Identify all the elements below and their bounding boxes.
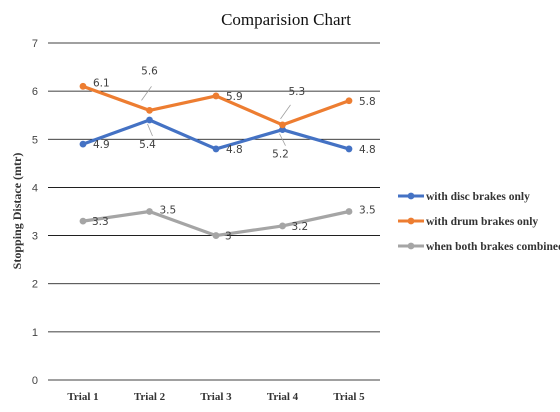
- data-label: 4.8: [359, 144, 376, 156]
- legend-label: with drum brakes only: [426, 216, 538, 228]
- x-tick-label: Trial 1: [67, 391, 98, 403]
- legend-label: when both brakes combined: [426, 241, 560, 253]
- data-label: 4.8: [226, 144, 243, 156]
- data-label: 3: [225, 231, 232, 243]
- y-axis-label: Stopping Distace (mtr): [10, 153, 24, 270]
- label-leader-line: [279, 133, 286, 146]
- series-layer: [79, 82, 353, 239]
- y-tick-label: 0: [32, 375, 38, 387]
- legend-marker: [407, 217, 415, 225]
- y-tick-labels: 0 1 2 3 4 5 6 7: [32, 38, 38, 387]
- data-label: 5.6: [141, 65, 158, 77]
- y-tick-label: 6: [32, 86, 38, 98]
- data-point: [279, 121, 286, 129]
- y-tick-label: 7: [32, 38, 38, 50]
- data-label: 3.5: [359, 205, 376, 217]
- data-label: 5.9: [226, 91, 243, 103]
- data-point: [345, 97, 353, 105]
- label-leader-line: [141, 86, 152, 101]
- legend: with disc brakes only with drum brakes on…: [398, 191, 560, 253]
- data-label: 6.1: [93, 77, 110, 89]
- legend-marker: [407, 192, 415, 200]
- y-tick-label: 5: [32, 134, 38, 146]
- series-line: [81, 209, 351, 238]
- data-label: 5.4: [139, 139, 156, 151]
- y-tick-label: 4: [32, 182, 38, 194]
- data-point: [79, 82, 87, 90]
- data-point: [345, 145, 353, 153]
- y-tick-label: 2: [32, 279, 38, 291]
- data-point: [146, 116, 153, 124]
- y-tick-label: 3: [32, 231, 38, 243]
- data-point: [212, 232, 220, 239]
- data-point: [212, 145, 220, 153]
- label-leader-line: [147, 123, 153, 137]
- data-point: [79, 217, 87, 225]
- series-line: [81, 84, 351, 127]
- data-point: [279, 126, 286, 134]
- label-leader-line: [280, 104, 291, 120]
- data-label: 5.3: [289, 86, 306, 98]
- data-point: [279, 222, 286, 230]
- data-point: [345, 208, 353, 215]
- legend-label: with disc brakes only: [426, 191, 530, 203]
- data-label: 5.2: [272, 149, 289, 161]
- data-label: 3.2: [292, 221, 309, 233]
- grid-layer: [48, 42, 380, 381]
- x-tick-labels: Trial 1 Trial 2 Trial 3 Trial 4 Trial 5: [67, 391, 365, 403]
- data-label: 3.5: [160, 205, 177, 217]
- x-tick-label: Trial 3: [200, 391, 232, 403]
- data-labels: 4.9 5.4 4.8 5.2 4.8 6.1 5.6 5.9 5.3 5.8 3.3 3.5 3 3.2…: [92, 65, 376, 242]
- data-label: 4.9: [93, 139, 110, 151]
- data-label: 5.8: [359, 96, 376, 108]
- x-tick-label: Trial 2: [134, 391, 166, 403]
- data-point: [146, 107, 153, 114]
- data-label: 3.3: [92, 216, 109, 228]
- x-tick-label: Trial 4: [267, 391, 299, 403]
- y-tick-label: 1: [32, 327, 38, 339]
- data-point: [212, 92, 220, 100]
- data-point: [79, 140, 87, 148]
- chart-title: Comparision Chart: [221, 10, 351, 29]
- legend-marker: [407, 242, 415, 250]
- x-tick-label: Trial 5: [333, 391, 365, 403]
- data-point: [146, 208, 153, 215]
- series-line: [81, 118, 351, 151]
